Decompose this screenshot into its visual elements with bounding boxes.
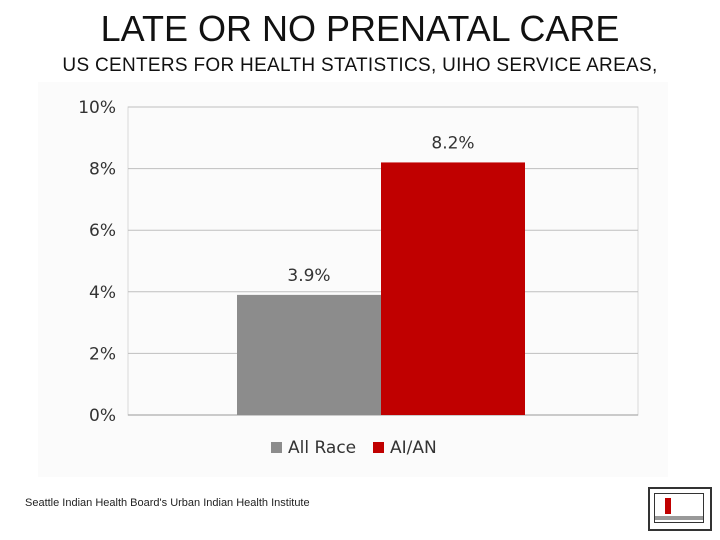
bar-chart: 0% 2% 4% 6% 8% 10% 3.9% 8.2% All Race AI/AN bbox=[78, 98, 639, 458]
bar-ai-an bbox=[381, 162, 525, 415]
data-label: 3.9% bbox=[287, 266, 330, 286]
footer-credit: Seattle Indian Health Board's Urban Indi… bbox=[25, 497, 310, 509]
legend-label: AI/AN bbox=[390, 438, 437, 458]
bar-all-race bbox=[237, 294, 381, 415]
legend-label: All Race bbox=[288, 438, 356, 458]
uihi-logo bbox=[648, 487, 712, 531]
slide-title: LATE OR NO PRENATAL CARE bbox=[100, 8, 620, 49]
y-tick-label: 2% bbox=[89, 344, 116, 364]
chart-panel: 0% 2% 4% 6% 8% 10% 3.9% 8.2% All Race AI/AN bbox=[38, 82, 668, 477]
y-tick-label: 10% bbox=[78, 98, 116, 118]
y-tick-label: 8% bbox=[89, 160, 116, 180]
data-label: 8.2% bbox=[431, 133, 474, 153]
y-tick-label: 0% bbox=[89, 406, 116, 426]
slide-subtitle: US CENTERS FOR HEALTH STATISTICS, UIHO S… bbox=[62, 55, 658, 76]
y-tick-label: 4% bbox=[89, 283, 116, 303]
legend-swatch bbox=[373, 442, 384, 453]
y-tick-label: 6% bbox=[89, 221, 116, 241]
legend-swatch bbox=[271, 442, 282, 453]
